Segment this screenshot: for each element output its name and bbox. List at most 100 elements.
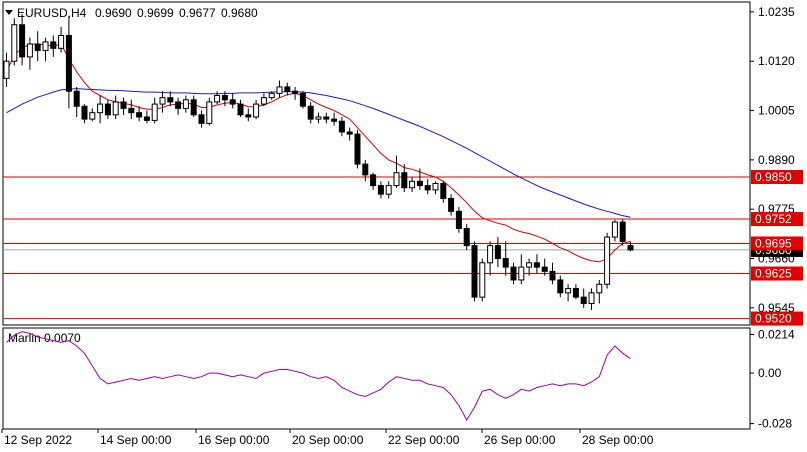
candle-body <box>136 112 143 118</box>
candle <box>455 207 462 233</box>
candle <box>518 254 525 285</box>
candle-body <box>221 95 228 101</box>
time-axis-label: 28 Sep 00:00 <box>582 433 654 447</box>
candle <box>182 95 189 113</box>
open-value: 0.9690 <box>95 6 132 20</box>
candle <box>268 91 275 100</box>
candle-body <box>284 86 291 92</box>
candle <box>565 284 572 302</box>
candle <box>65 16 72 109</box>
candle <box>409 177 416 193</box>
candle <box>245 108 252 122</box>
candle-body <box>159 97 166 105</box>
candle-body <box>19 24 26 58</box>
candle-body <box>338 120 345 133</box>
candle-body <box>331 118 338 122</box>
candle-body <box>58 34 65 49</box>
candle-body <box>307 105 314 120</box>
candle <box>502 241 509 276</box>
candle <box>611 219 618 242</box>
candle <box>307 101 314 124</box>
candle <box>128 99 135 120</box>
candle <box>354 129 361 169</box>
candle <box>526 258 533 276</box>
candle <box>331 112 338 126</box>
time-axis: 12 Sep 2022 14 Sep 00:00 16 Sep 00:00 20 Se… <box>1 429 654 447</box>
candle-body <box>385 185 392 195</box>
high-value: 0.9699 <box>137 6 174 20</box>
marlin-title: Marlin 0.0070 <box>8 331 81 345</box>
dropdown-triangle-icon <box>5 10 13 15</box>
candle-body <box>440 182 447 199</box>
candle-body <box>229 99 236 105</box>
candle <box>143 110 150 124</box>
candle-body <box>65 34 72 92</box>
candle-body <box>627 245 634 251</box>
candle-body <box>588 292 595 305</box>
candle <box>479 258 486 302</box>
marlin-axis-label: 0.00 <box>758 366 782 380</box>
candle <box>401 164 408 193</box>
candle <box>448 194 455 216</box>
candle-body <box>409 180 416 189</box>
candle-body <box>299 92 306 107</box>
candle-body <box>42 41 49 51</box>
candle <box>471 241 478 302</box>
candle-body <box>104 103 111 116</box>
price-axis-label: 1.0005 <box>758 104 795 118</box>
candle <box>58 26 65 53</box>
level-label: 0.9850 <box>755 170 792 184</box>
candle <box>229 93 236 109</box>
candle-body <box>167 97 174 103</box>
marlin-panel: 0.0214 0.00 -0.028 Marlin 0.0070 <box>2 327 795 431</box>
candle-body <box>611 221 618 238</box>
candle-body <box>260 97 267 105</box>
candle <box>299 91 306 109</box>
candle-body <box>487 245 494 264</box>
candle-body <box>557 279 564 294</box>
candle-body <box>237 103 244 116</box>
candle-body <box>424 185 431 191</box>
candle <box>120 97 127 115</box>
candle <box>510 262 517 285</box>
candle-body <box>370 174 377 187</box>
candle <box>362 159 369 182</box>
candle-body <box>89 112 96 120</box>
level-label: 0.9752 <box>755 212 792 226</box>
candle-body <box>346 131 353 135</box>
candle <box>533 254 540 274</box>
candle <box>175 97 182 115</box>
candle-body <box>268 92 275 99</box>
candle <box>315 112 322 124</box>
candle-body <box>502 258 509 268</box>
candle <box>416 168 423 190</box>
candle-body <box>393 172 400 187</box>
candle-body <box>377 185 384 195</box>
candle-body <box>494 245 501 260</box>
level-label: 0.9695 <box>755 236 792 250</box>
candle <box>276 80 283 98</box>
candle <box>11 18 18 66</box>
candle-body <box>596 283 603 294</box>
candle-body <box>73 90 80 107</box>
candle-body <box>206 101 213 124</box>
level-box <box>751 170 803 185</box>
candle-body <box>182 99 189 109</box>
candle-body <box>533 262 540 268</box>
time-axis-label: 16 Sep 00:00 <box>198 433 270 447</box>
candle <box>284 82 291 96</box>
candle-body <box>541 266 548 272</box>
candle <box>323 112 330 124</box>
candle-body <box>26 43 33 58</box>
candle-body <box>463 227 470 247</box>
candle-body <box>34 43 41 51</box>
candle-body <box>448 197 455 212</box>
candle <box>81 104 88 124</box>
candle <box>463 224 470 250</box>
candle <box>159 91 166 113</box>
candle-body <box>580 296 587 305</box>
candle <box>440 181 447 203</box>
candle-body <box>471 245 478 298</box>
candle <box>487 241 494 276</box>
time-axis-label: 26 Sep 00:00 <box>484 433 556 447</box>
